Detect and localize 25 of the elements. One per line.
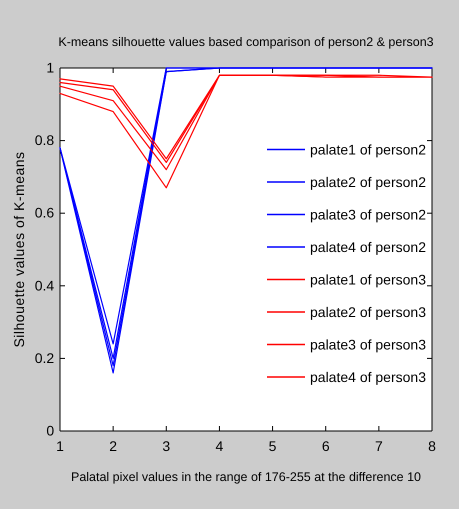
legend-label: palate2 of person2 [310,174,426,190]
y-tick-label: 0.6 [34,204,54,221]
legend-label: palate2 of person3 [310,304,426,320]
x-tick-label: 8 [428,438,436,454]
y-tick-label: 1 [46,59,54,76]
legend-label: palate4 of person2 [310,239,426,255]
x-tick-label: 7 [374,438,383,454]
y-tick-label: 0.4 [34,277,54,294]
legend-label: palate1 of person3 [310,272,426,288]
y-tick-label: 0.8 [34,132,54,148]
legend-label: palate1 of person2 [310,142,426,158]
legend-label: palate3 of person2 [310,206,426,222]
y-tick-label: 0.2 [34,350,54,366]
x-axis-title: Palatal pixel values in the range of 176-255 at the difference 10 [70,470,422,484]
x-tick-label: 3 [162,438,170,454]
chart-title: K-means silhouette values based comparison of person2 & person3 [58,35,434,49]
x-tick-label: 1 [56,438,64,454]
legend-label: palate3 of person3 [310,336,426,352]
x-tick-label: 2 [109,438,118,454]
x-tick-label: 6 [322,438,330,454]
x-tick-label: 4 [216,438,224,454]
legend-label: palate4 of person3 [310,369,426,385]
y-axis-title: Silhouette values of K-means [11,151,27,348]
y-tick-label: 0 [46,422,54,438]
x-tick-label: 5 [268,438,277,454]
